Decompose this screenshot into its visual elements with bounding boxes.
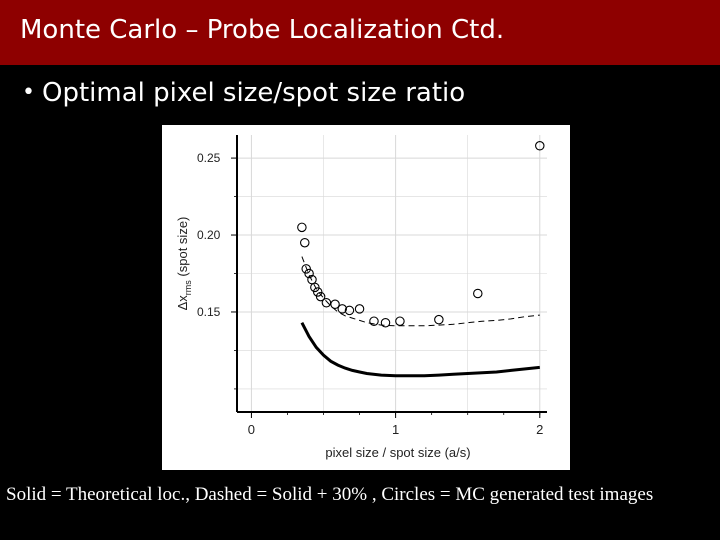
mc-data-point [395, 316, 405, 326]
dashed-series-line [301, 256, 540, 327]
mc-data-point [315, 291, 326, 302]
mc-data-point [434, 314, 444, 325]
mc-data-point [312, 287, 323, 297]
mc-data-point [354, 304, 365, 314]
mc-data-point [344, 305, 355, 316]
slide-title: Monte Carlo – Probe Localization Ctd. [20, 15, 505, 45]
mc-data-point [473, 288, 483, 299]
solid-series-line [300, 322, 540, 378]
bullet-text: Optimal pixel size/spot size ratio [42, 78, 466, 108]
mc-data-point [330, 299, 340, 310]
x-tick-label: 1 [392, 422, 399, 437]
mc-data-point [310, 282, 320, 293]
bullet-dot-icon: • [22, 80, 35, 105]
mc-data-point [369, 316, 379, 326]
chart-svg: 0 1 2 0.15 0.20 0.25 pixel size / spot size (a… [175, 135, 547, 460]
chart-figure: 0 1 2 0.15 0.20 0.25 pixel size / spot size (a… [162, 125, 570, 470]
y-tick-label: 0.20 [197, 228, 221, 242]
mc-data-point [380, 317, 391, 328]
bullet-point: • Optimal pixel size/spot size ratio [22, 78, 465, 108]
mc-data-point [300, 237, 310, 248]
slide-caption: Solid = Theoretical loc., Dashed = Solid… [6, 484, 654, 505]
y-tick-label: 0.15 [197, 305, 221, 319]
mc-data-point [535, 141, 545, 151]
x-tick-label: 0 [248, 422, 255, 437]
mc-data-point [297, 222, 307, 233]
y-axis-label: Δxrms (spot size) [175, 217, 193, 311]
mc-data-point [301, 264, 311, 274]
mc-data-point [337, 304, 348, 314]
mc-data-point [304, 268, 314, 279]
y-tick-label: 0.25 [197, 151, 221, 165]
title-bar: Monte Carlo – Probe Localization Ctd. [0, 0, 720, 65]
x-axis-label: pixel size / spot size (a/s) [325, 445, 470, 460]
x-tick-label: 2 [536, 422, 543, 437]
